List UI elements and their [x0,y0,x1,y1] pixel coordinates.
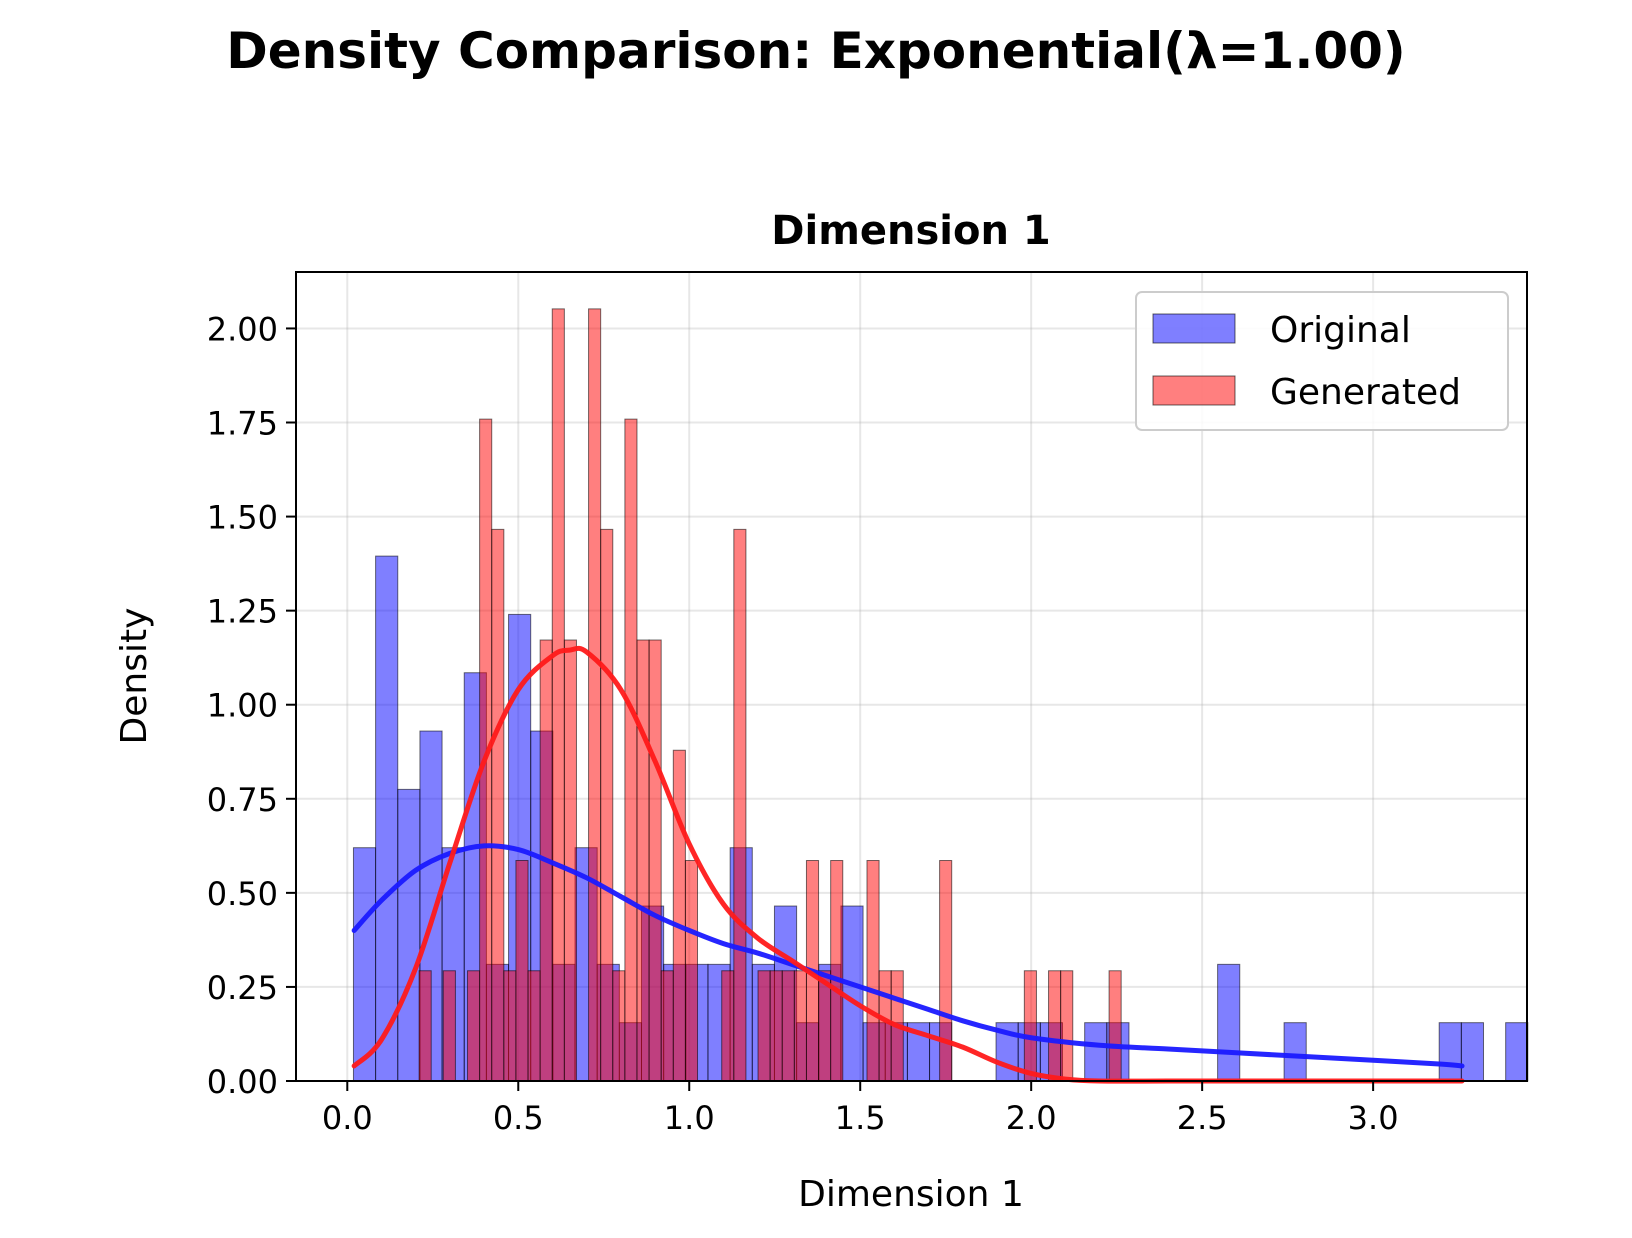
bar-generated [1048,970,1062,1082]
legend-label-generated: Generated [1270,372,1461,413]
x-tick-label: 0.0 [322,1099,373,1137]
original-kde-line [351,843,1465,1069]
bar-generated [757,970,771,1082]
y-tick-label: 0.75 [207,781,278,819]
legend: Original Generated [1135,291,1509,431]
bar-generated [624,418,638,1082]
plot-frame [295,271,1528,1082]
bar-original [1505,1022,1529,1082]
bar-original [1084,1022,1108,1082]
bar-generated [1108,970,1122,1082]
legend-swatch-generated [1152,375,1236,406]
bar-generated [830,860,844,1082]
x-tick-label: 2.5 [1177,1099,1228,1137]
y-tick-label: 1.75 [207,405,278,443]
bar-original [1438,1022,1462,1082]
legend-label-original: Original [1270,310,1411,351]
bar-generated [563,639,577,1082]
y-tick-label: 0.25 [207,969,278,1007]
bar-generated [551,308,565,1082]
bar-original [397,788,421,1082]
bar-generated [781,970,795,1082]
bar-original [1460,1022,1485,1082]
bar-generated [878,970,892,1082]
bar-generated [515,860,529,1082]
bar-generated [503,970,517,1082]
bar-generated [648,639,662,1082]
bar-generated [418,970,432,1082]
y-tick-label: 1.00 [207,687,278,725]
figure-title: Density Comparison: Exponential(λ=1.00) [226,22,1406,80]
bar-generated [1023,970,1037,1082]
axis-ticks: 0.0 0.5 1.0 1.5 2.0 2.5 3.0 0.00 0.25 0.50 0.75 1.0… [207,310,1399,1137]
bar-generated [939,860,953,1082]
bar-generated [588,308,602,1082]
bar-original [352,847,377,1082]
bar-generated [721,970,735,1082]
y-tick-label: 1.25 [207,593,278,631]
x-tick-label: 1.5 [835,1099,886,1137]
bar-original [1283,1022,1307,1082]
bar-generated [612,970,626,1082]
bar-generated [467,970,481,1082]
bar-generated [672,749,686,1082]
bar-generated [684,860,699,1082]
x-tick-label: 1.0 [664,1099,715,1137]
bar-generated [793,970,807,1082]
y-axis-label: Density [114,608,155,745]
bar-generated [491,528,505,1082]
x-tick-label: 0.5 [493,1099,544,1137]
axes-title: Dimension 1 [771,208,1050,254]
x-tick-label: 3.0 [1348,1099,1399,1137]
y-tick-label: 0.00 [207,1063,278,1101]
bar-generated [636,639,650,1082]
bar-generated [442,970,456,1082]
y-tick-label: 0.50 [207,875,278,913]
y-tick-label: 2.00 [207,310,278,348]
bar-generated [527,970,541,1082]
x-tick-label: 2.0 [1006,1099,1057,1137]
legend-swatch-original [1152,313,1236,344]
bar-original [375,555,399,1082]
y-tick-label: 1.50 [207,499,278,537]
bar-generated [1060,970,1074,1082]
bar-generated [866,860,880,1082]
bar-generated [769,970,783,1082]
x-axis-label: Dimension 1 [798,1174,1024,1215]
bar-generated [733,528,747,1082]
bar-generated [600,528,614,1082]
bar-original [1217,963,1241,1082]
bar-generated [660,970,674,1082]
